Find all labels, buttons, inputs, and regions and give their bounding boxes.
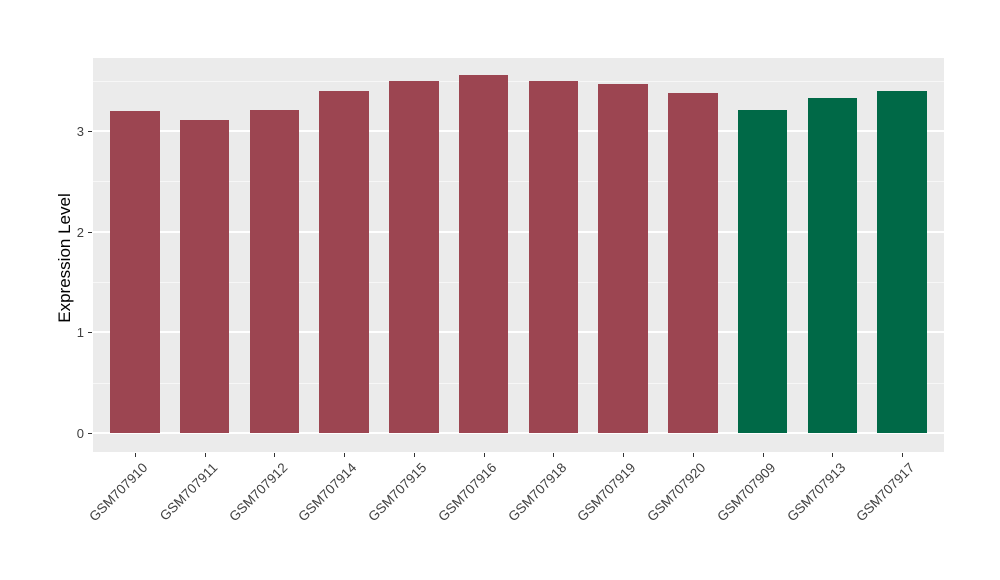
bar-GSM707913 — [807, 97, 858, 433]
y-axis-title: Expression Level — [55, 193, 74, 323]
bar-GSM707911 — [179, 119, 230, 433]
bar-GSM707918 — [528, 80, 579, 433]
bar-GSM707912 — [249, 109, 300, 433]
bar-GSM707916 — [458, 74, 509, 433]
x-tick-mark — [832, 453, 834, 457]
x-tick-label-GSM707914: GSM707914 — [295, 460, 360, 525]
y-tick-label: 0 — [76, 426, 84, 441]
bar-GSM707915 — [389, 80, 439, 433]
gridline-minor — [93, 181, 944, 183]
x-tick-label-GSM707910: GSM707910 — [86, 460, 151, 525]
x-tick-mark — [623, 453, 625, 457]
plot-panel — [93, 58, 944, 452]
x-tick-label-GSM707913: GSM707913 — [783, 460, 848, 525]
x-tick-mark — [413, 453, 415, 457]
x-tick-label-GSM707918: GSM707918 — [504, 460, 569, 525]
y-tick-mark — [88, 433, 92, 434]
y-tick-mark — [88, 231, 92, 233]
x-tick-mark — [134, 453, 136, 457]
x-tick-label-GSM707919: GSM707919 — [574, 460, 639, 525]
y-tick-label: 2 — [76, 224, 84, 240]
x-tick-mark — [344, 453, 346, 457]
x-tick-label-GSM707917: GSM707917 — [853, 460, 918, 525]
bar-GSM707914 — [319, 90, 369, 433]
y-tick-mark — [88, 131, 92, 133]
x-tick-label-GSM707909: GSM707909 — [714, 460, 779, 525]
x-tick-label-GSM707911: GSM707911 — [156, 460, 221, 524]
bar-GSM707920 — [668, 92, 718, 433]
bar-GSM707910 — [110, 110, 160, 433]
x-tick-label-GSM707915: GSM707915 — [365, 460, 430, 525]
x-tick-mark — [483, 453, 485, 457]
y-tick-label: 3 — [76, 124, 84, 140]
gridline-major — [93, 331, 944, 334]
gridline-major — [93, 130, 944, 133]
bar-GSM707917 — [877, 90, 927, 433]
y-tick-label: 1 — [76, 325, 84, 341]
x-tick-mark — [692, 453, 694, 457]
x-tick-mark — [902, 453, 904, 457]
x-tick-mark — [553, 453, 555, 457]
gridline-major — [93, 432, 944, 434]
x-tick-mark — [274, 453, 276, 457]
x-tick-label-GSM707916: GSM707916 — [435, 460, 500, 525]
x-tick-label-GSM707912: GSM707912 — [225, 460, 290, 525]
gridline-major — [93, 230, 944, 233]
gridline-minor — [93, 382, 944, 384]
x-tick-mark — [204, 453, 206, 457]
bar-GSM707919 — [598, 83, 648, 433]
bar-GSM707909 — [737, 109, 788, 433]
x-tick-label-GSM707920: GSM707920 — [644, 460, 709, 525]
gridline-minor — [93, 80, 944, 82]
x-tick-mark — [762, 453, 764, 457]
y-tick-mark — [88, 332, 92, 334]
gridline-minor — [93, 282, 944, 283]
